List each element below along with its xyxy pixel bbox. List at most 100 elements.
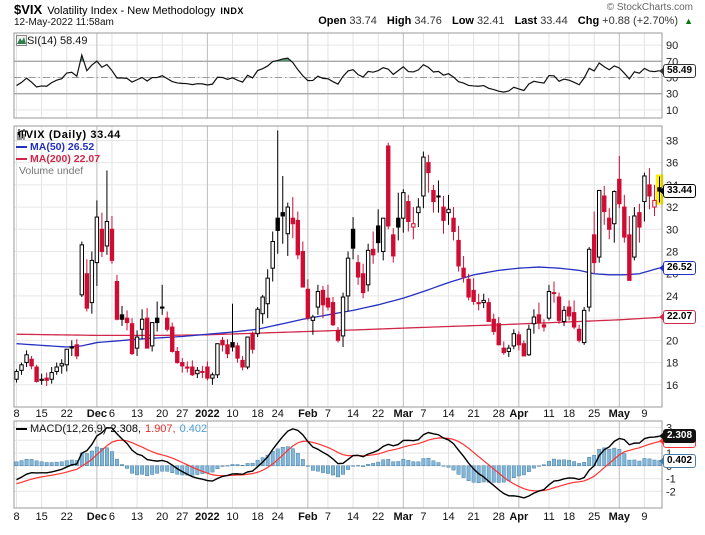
last-label: Last (514, 15, 538, 27)
macd-histogram-bar (125, 465, 129, 469)
x-axis-tick-label: 20 (156, 408, 168, 420)
candle-body (165, 317, 170, 330)
macd-histogram-bar (225, 465, 230, 467)
candle-body (627, 234, 632, 281)
ma200-line-icon (16, 158, 27, 160)
macd-histogram-bar (331, 465, 335, 476)
candle-body (49, 372, 54, 380)
candle-body (401, 192, 406, 219)
candle-body (190, 366, 195, 376)
quote-summary: Open 33.74 High 34.76 Low 32.41 Last 33.44 C… (311, 15, 693, 27)
candle-body (386, 145, 391, 227)
macd-histogram-bar (562, 459, 566, 467)
candle-body (144, 317, 150, 349)
x-axis-tick-label: 2022 (195, 408, 219, 420)
macd-histogram-bar (521, 465, 526, 476)
candle-body (571, 312, 577, 328)
macd-histogram-bar (401, 458, 406, 467)
ma50-line (16, 266, 660, 348)
chart-header: $VIX Volatility Index - New Methodology IN… (0, 0, 705, 32)
rsi-value-badge: 58.49 (659, 63, 697, 78)
macd-histogram-bar (275, 448, 280, 467)
x-axis-tick-label: 7 (325, 408, 331, 420)
macd-histogram-bar (602, 447, 607, 467)
low-value: 32.41 (476, 15, 505, 27)
x-axis-tick-label: 18 (252, 511, 264, 523)
candle-body (360, 273, 366, 294)
candle-body (441, 206, 446, 221)
x-axis-tick-label: 27 (176, 511, 188, 523)
candle-body (255, 308, 260, 335)
candle-body (451, 217, 456, 233)
candle-body (597, 189, 602, 258)
macd-value: 2.308, (110, 423, 142, 435)
candle-body (210, 374, 215, 379)
candle-body (576, 328, 582, 341)
candle-body (370, 248, 376, 256)
candle-body (506, 347, 511, 352)
x-axis-tick-label: Dec (87, 511, 107, 523)
candle-body (546, 290, 552, 319)
y-axis-tick-label: 30 (666, 89, 678, 101)
macd-histogram-bar (426, 458, 431, 467)
macd-histogram-bar (637, 460, 642, 467)
price-legend-label: $VIX (Daily) 33.44 (19, 129, 121, 141)
macd-histogram-bar (64, 460, 69, 467)
macd-hist-badge-pointer (659, 456, 664, 465)
macd-signal-value: 1.907, (145, 423, 176, 435)
macd-histogram-bar (140, 465, 145, 475)
macd-histogram-bar (110, 451, 114, 467)
x-axis-tick-label: 22 (61, 511, 73, 523)
x-axis-tick-label: 14 (442, 408, 454, 420)
candle-body (170, 326, 175, 352)
candle-body (300, 251, 306, 288)
x-axis-tick-label: 27 (176, 408, 188, 420)
x-axis-tick-label: 10 (226, 511, 238, 523)
macd-histogram-bar (371, 463, 376, 467)
x-axis-tick-label: 28 (493, 511, 505, 523)
macd-histogram-bar (59, 461, 64, 467)
candle-body (29, 358, 34, 367)
price-legend: $VIX (Daily) 33.44 MA(50) 26.52 MA(200) … (16, 129, 121, 177)
candle-body (225, 344, 230, 355)
candle-body (310, 316, 316, 321)
x-axis-tick-label: 14 (347, 511, 359, 523)
x-axis-tick-label: 22 (372, 408, 384, 420)
y-axis-tick-label: 24 (666, 291, 678, 303)
macd-histogram-bar (185, 465, 190, 476)
macd-histogram-bar (165, 465, 170, 472)
macd-value-badge: 2.308 (659, 429, 697, 444)
x-axis-tick-label: 18 (563, 511, 575, 523)
macd-histogram-bar (54, 461, 59, 467)
x-axis-tick-label: 14 (442, 511, 454, 523)
low-label: Low (451, 15, 474, 27)
candle-body (637, 212, 642, 228)
macd-histogram-bar (336, 465, 340, 478)
ma200-value-badge: 22.07 (659, 310, 697, 325)
macd-histogram-bar (466, 465, 471, 481)
candle-body (159, 306, 165, 309)
x-axis-tick-label: 13 (131, 408, 143, 420)
macd-histogram-bar (19, 460, 24, 467)
x-axis-tick-label: May (609, 511, 631, 523)
x-axis-tick-label: Feb (298, 511, 318, 523)
candle-body (275, 217, 280, 231)
candle-body (476, 302, 481, 305)
candle-body (591, 234, 597, 264)
x-axis-tick-label: 11 (543, 511, 554, 523)
candle-body (456, 239, 461, 267)
candle-body (381, 217, 386, 253)
x-axis-tick-label: 6 (109, 511, 115, 523)
x-axis-row-2: 8 15 22 Dec 6 13 20 27 2022 10 18 24 Feb 7 14 22 Mar 7 14 2… (13, 511, 647, 523)
candle-body (340, 296, 346, 337)
macd-histogram-bar (200, 465, 205, 474)
macd-hist-badge: 0.402 (659, 453, 697, 468)
macd-histogram-bar (250, 462, 255, 467)
rsi-plot-area[interactable] (13, 32, 663, 119)
candle-body (215, 343, 220, 376)
macd-histogram-bar (341, 465, 345, 475)
macd-histogram-bar (120, 464, 124, 467)
macd-legend: MACD(12,26,9) 2.308, 1.907, 0.402 (16, 423, 207, 435)
y-axis-tick-label: 16 (666, 380, 678, 392)
